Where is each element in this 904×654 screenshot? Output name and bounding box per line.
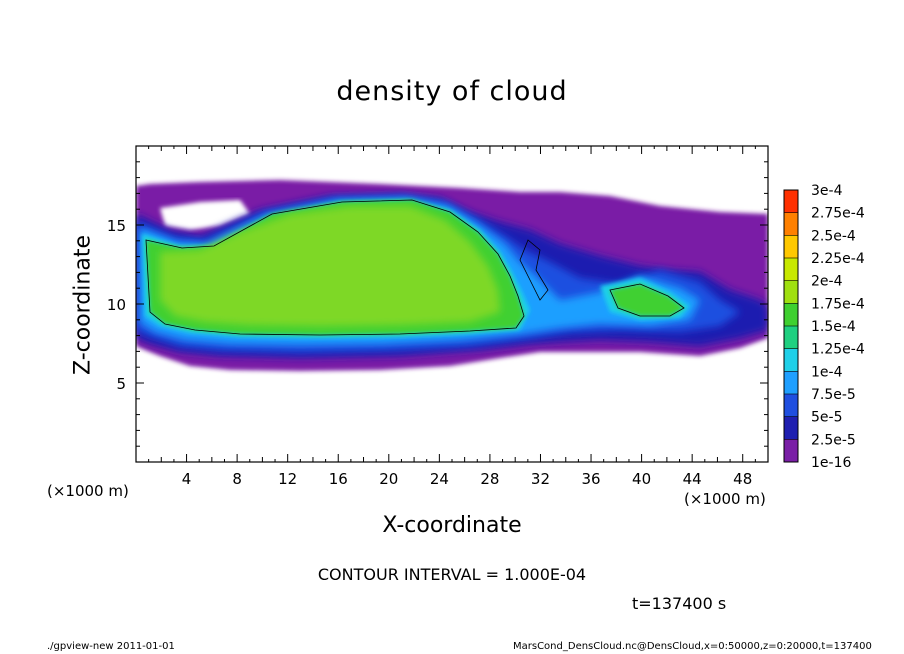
colorbar-swatch — [784, 190, 798, 213]
colorbar-label: 2e-4 — [811, 274, 843, 290]
time-label: t=137400 s — [632, 594, 727, 613]
colorbar-label: 1.25e-4 — [811, 342, 865, 358]
x-tick-label: 16 — [329, 470, 348, 488]
field-gap — [160, 200, 250, 230]
colorbar-label: 2.5e-5 — [811, 432, 856, 448]
colorbar-label: 1e-4 — [811, 364, 843, 380]
colorbar-label: 1e-16 — [811, 455, 851, 471]
colorbar-swatch — [784, 371, 798, 394]
colorbar-swatch — [784, 235, 798, 258]
x-tick-label: 32 — [531, 470, 550, 488]
contour-line — [145, 199, 525, 336]
contour-interval-label: CONTOUR INTERVAL = 1.000E-04 — [317, 565, 587, 584]
y-tick-label: 5 — [116, 375, 126, 393]
colorbar-label: 7.5e-5 — [811, 387, 856, 403]
x-tick-label: 44 — [683, 470, 702, 488]
colorbar-label: 2.75e-4 — [811, 206, 865, 222]
colorbar-swatch — [784, 303, 798, 326]
colorbar-swatch — [784, 326, 798, 349]
colorbar-label: 2.5e-4 — [811, 228, 856, 244]
x-tick-label: 12 — [278, 470, 297, 488]
footer-right: MarsCond_DensCloud.nc@DensCloud,x=0:5000… — [513, 641, 872, 652]
x-tick-label: 28 — [480, 470, 499, 488]
colorbar: 1e-16 2.5e-5 5e-5 7.5e-5 1e-4 1.25e-4 1.5e-4 1.… — [783, 183, 865, 471]
colorbar-swatch — [784, 258, 798, 281]
x-tick-label: 36 — [581, 470, 600, 488]
colorbar-label: 3e-4 — [811, 183, 843, 199]
contour-line — [609, 283, 685, 317]
x-tick-label: 4 — [182, 470, 192, 488]
x-axis-label: X-coordinate — [382, 513, 522, 538]
cloud-density-field — [136, 180, 768, 371]
colorbar-swatch — [784, 212, 798, 236]
contour-line — [519, 239, 549, 301]
x-tick-label: 48 — [733, 470, 752, 488]
y-tick-label: 10 — [107, 296, 126, 314]
footer-left: ./gpview-new 2011-01-01 — [47, 641, 175, 652]
colorbar-label: 1.75e-4 — [811, 296, 865, 312]
y-tick-label: 15 — [107, 217, 126, 235]
x-tick-label: 8 — [232, 470, 242, 488]
x-axis-unit-left: (×1000 m) — [47, 482, 129, 500]
chart-title: density of cloud — [336, 76, 568, 107]
colorbar-swatch — [784, 280, 798, 304]
colorbar-swatch — [784, 439, 798, 462]
colorbar-swatch — [784, 416, 798, 440]
y-axis-label: Z-coordinate — [70, 235, 96, 375]
colorbar-swatch — [784, 394, 798, 417]
colorbar-label: 5e-5 — [811, 410, 842, 426]
colorbar-label: 2.25e-4 — [811, 251, 865, 267]
colorbar-label: 1.5e-4 — [811, 319, 856, 335]
colorbar-swatch — [784, 348, 798, 372]
x-tick-label: 40 — [632, 470, 651, 488]
field-level-1.5e-4 — [160, 206, 500, 326]
x-axis-unit-right: (×1000 m) — [684, 490, 766, 508]
x-tick-label: 20 — [379, 470, 398, 488]
x-tick-label: 24 — [430, 470, 449, 488]
